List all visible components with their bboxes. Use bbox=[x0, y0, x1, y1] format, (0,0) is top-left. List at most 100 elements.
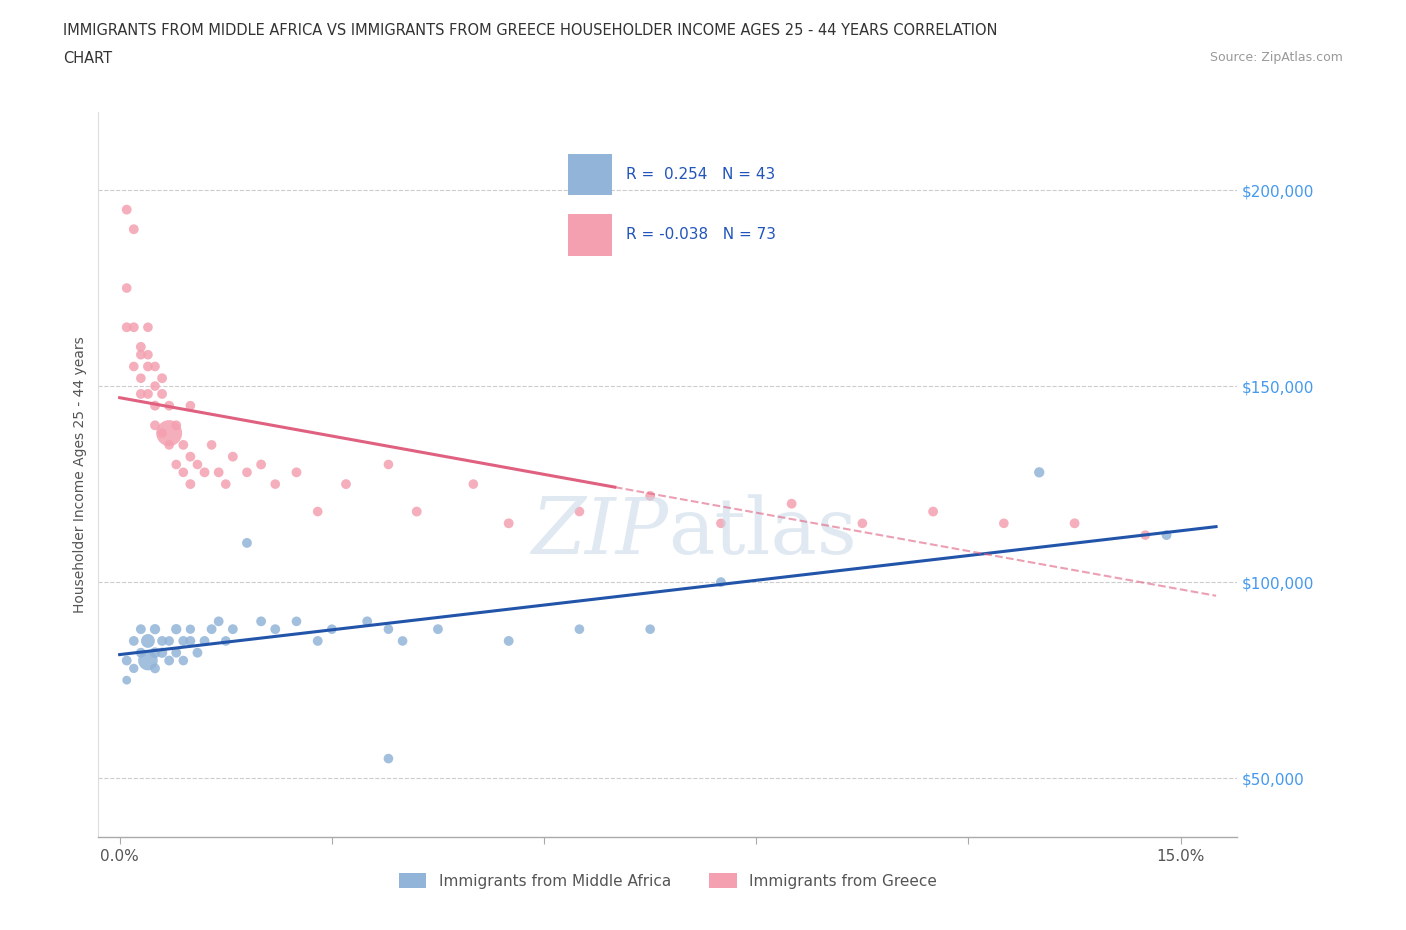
Text: ZIP: ZIP bbox=[530, 494, 668, 570]
Point bbox=[165, 645, 187, 660]
Point bbox=[172, 437, 194, 452]
Point bbox=[321, 622, 343, 637]
Point bbox=[143, 398, 166, 413]
Point bbox=[215, 477, 238, 492]
Point bbox=[426, 622, 449, 637]
Point bbox=[222, 449, 245, 464]
Point bbox=[157, 437, 180, 452]
Point bbox=[1135, 527, 1157, 542]
Point bbox=[780, 497, 803, 512]
Point bbox=[172, 633, 194, 648]
Point bbox=[143, 379, 166, 393]
Point bbox=[638, 488, 661, 503]
Point bbox=[377, 457, 399, 472]
Point bbox=[186, 645, 208, 660]
Point bbox=[236, 465, 259, 480]
Point bbox=[143, 418, 166, 432]
Point bbox=[179, 449, 201, 464]
Point bbox=[710, 516, 733, 531]
Text: atlas: atlas bbox=[668, 495, 856, 570]
Point bbox=[150, 645, 173, 660]
Point bbox=[335, 477, 357, 492]
Point bbox=[150, 371, 173, 386]
Point bbox=[264, 477, 287, 492]
Point bbox=[143, 359, 166, 374]
Point bbox=[710, 575, 733, 590]
Point bbox=[129, 622, 152, 637]
Point bbox=[463, 477, 485, 492]
Point bbox=[143, 622, 166, 637]
Point bbox=[179, 398, 201, 413]
Point bbox=[215, 633, 238, 648]
Point bbox=[157, 633, 180, 648]
Point bbox=[136, 653, 159, 668]
Point bbox=[122, 359, 145, 374]
Point bbox=[208, 614, 231, 629]
Point bbox=[143, 661, 166, 676]
Point bbox=[638, 622, 661, 637]
Point bbox=[208, 465, 231, 480]
Point bbox=[143, 645, 166, 660]
Point bbox=[122, 221, 145, 236]
Point bbox=[172, 653, 194, 668]
Text: IMMIGRANTS FROM MIDDLE AFRICA VS IMMIGRANTS FROM GREECE HOUSEHOLDER INCOME AGES : IMMIGRANTS FROM MIDDLE AFRICA VS IMMIGRA… bbox=[63, 23, 998, 38]
Point bbox=[129, 371, 152, 386]
Point bbox=[250, 457, 273, 472]
Point bbox=[222, 622, 245, 637]
Point bbox=[250, 614, 273, 629]
Point bbox=[377, 751, 399, 766]
Point bbox=[405, 504, 427, 519]
Y-axis label: Householder Income Ages 25 - 44 years: Householder Income Ages 25 - 44 years bbox=[73, 336, 87, 613]
Point bbox=[136, 320, 159, 335]
Point bbox=[136, 347, 159, 362]
Point bbox=[157, 398, 180, 413]
Point bbox=[179, 477, 201, 492]
Point bbox=[193, 633, 215, 648]
Point bbox=[129, 347, 152, 362]
Point bbox=[115, 320, 138, 335]
Point bbox=[172, 465, 194, 480]
Point bbox=[200, 437, 222, 452]
Point bbox=[136, 387, 159, 402]
Point bbox=[498, 516, 520, 531]
Point bbox=[157, 426, 180, 441]
Point bbox=[391, 633, 413, 648]
Point bbox=[1028, 465, 1050, 480]
Point bbox=[122, 661, 145, 676]
Point bbox=[122, 320, 145, 335]
Point bbox=[115, 672, 138, 687]
Point bbox=[136, 359, 159, 374]
Point bbox=[193, 465, 215, 480]
Point bbox=[115, 202, 138, 217]
Point bbox=[377, 622, 399, 637]
Point bbox=[922, 504, 945, 519]
Point bbox=[307, 504, 329, 519]
Point bbox=[165, 418, 187, 432]
Point bbox=[115, 281, 138, 296]
Point bbox=[200, 622, 222, 637]
Point bbox=[356, 614, 378, 629]
Point bbox=[285, 614, 308, 629]
Point bbox=[157, 653, 180, 668]
Point bbox=[186, 457, 208, 472]
Point bbox=[179, 622, 201, 637]
Legend: Immigrants from Middle Africa, Immigrants from Greece: Immigrants from Middle Africa, Immigrant… bbox=[392, 867, 943, 895]
Point bbox=[568, 504, 591, 519]
Point bbox=[129, 645, 152, 660]
Point bbox=[129, 387, 152, 402]
Text: CHART: CHART bbox=[63, 51, 112, 66]
Point bbox=[285, 465, 308, 480]
Point bbox=[150, 426, 173, 441]
Point bbox=[150, 633, 173, 648]
Point bbox=[165, 457, 187, 472]
Point bbox=[236, 536, 259, 551]
Point bbox=[129, 339, 152, 354]
Point bbox=[498, 633, 520, 648]
Point bbox=[568, 622, 591, 637]
Text: Source: ZipAtlas.com: Source: ZipAtlas.com bbox=[1209, 51, 1343, 64]
Point bbox=[150, 387, 173, 402]
Point bbox=[165, 622, 187, 637]
Point bbox=[1156, 527, 1178, 542]
Point bbox=[307, 633, 329, 648]
Point bbox=[179, 633, 201, 648]
